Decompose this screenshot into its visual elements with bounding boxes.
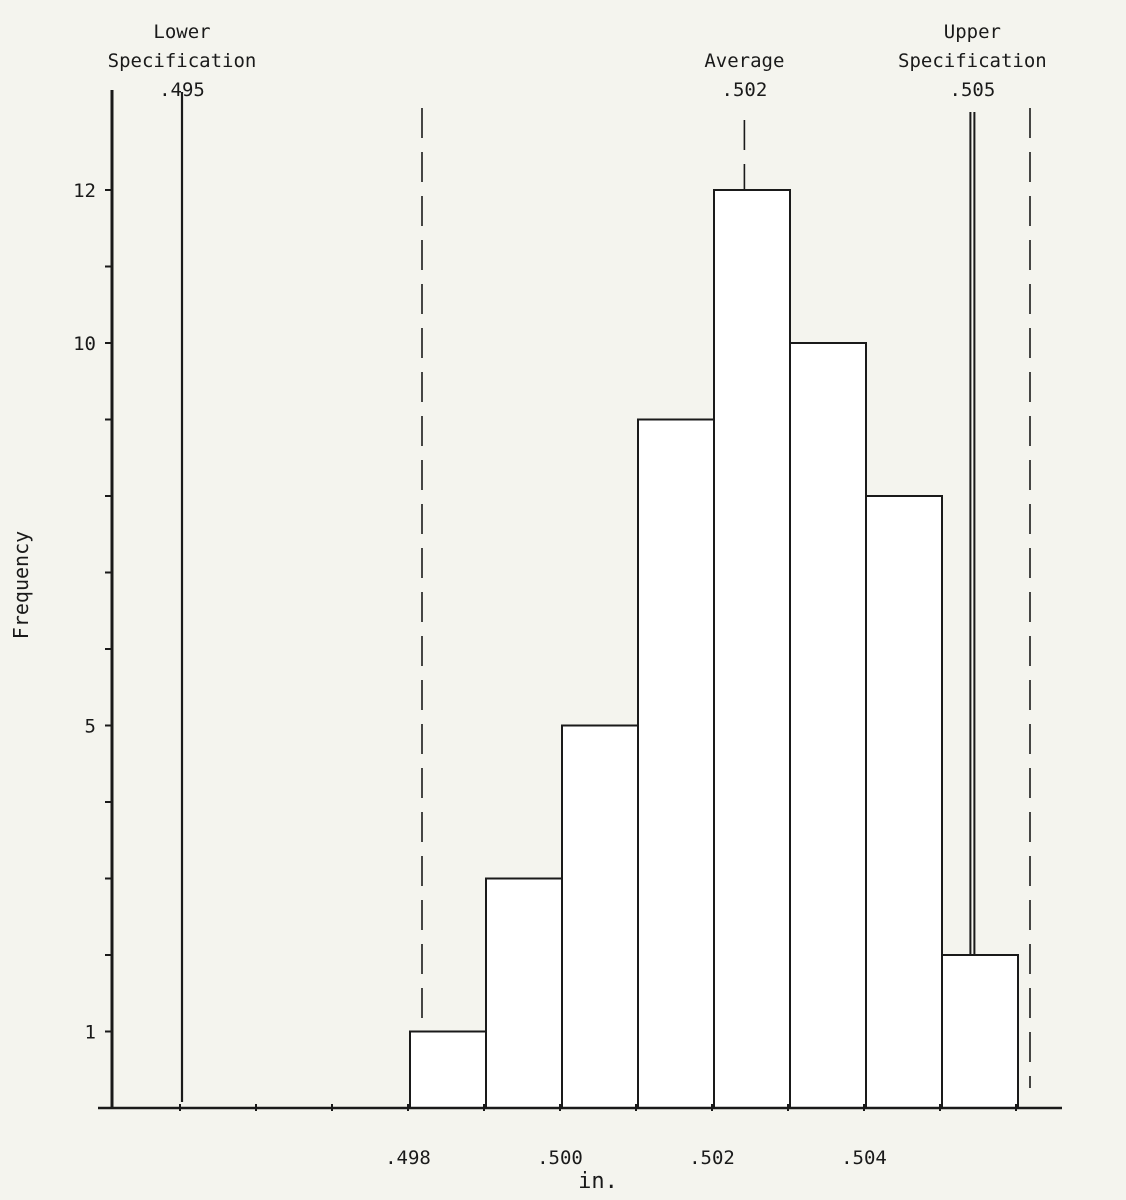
histogram-bar bbox=[713, 189, 791, 1109]
histogram-bar bbox=[561, 724, 639, 1109]
reference-line-label: Lower bbox=[153, 21, 210, 43]
reference-line-label: Average bbox=[704, 50, 784, 72]
x-tick-label: .504 bbox=[841, 1147, 887, 1169]
histogram-bar bbox=[941, 954, 1019, 1109]
histogram-bar bbox=[409, 1030, 487, 1109]
histogram-bars bbox=[409, 189, 1019, 1109]
x-tick-label: .502 bbox=[689, 1147, 735, 1169]
y-axis-label: Frequency bbox=[9, 531, 33, 639]
x-tick-label: .498 bbox=[385, 1147, 431, 1169]
reference-line-label: Specification bbox=[898, 50, 1047, 72]
x-tick-label: .500 bbox=[537, 1147, 583, 1169]
y-tick-label: 1 bbox=[85, 1022, 96, 1044]
axes: 1 5 10 12 .498 .500 .502 .504 bbox=[73, 90, 1062, 1169]
reference-line-label: .505 bbox=[950, 79, 996, 101]
histogram-bar bbox=[485, 877, 563, 1109]
histogram-bar bbox=[637, 418, 715, 1109]
reference-line-label: .495 bbox=[159, 79, 205, 101]
reference-labels: Lower Specification .495 Average .502 Upper Sp… bbox=[108, 21, 1047, 101]
reference-line-label: Specification bbox=[108, 50, 257, 72]
x-axis-label: in. bbox=[578, 1169, 618, 1194]
y-tick-label: 10 bbox=[73, 333, 96, 355]
reference-line-label: .502 bbox=[722, 79, 768, 101]
y-tick-label: 12 bbox=[73, 180, 96, 202]
histogram-bar bbox=[865, 495, 943, 1109]
reference-line-label: Upper bbox=[944, 21, 1001, 43]
y-tick-label: 5 bbox=[85, 716, 96, 738]
histogram-bar bbox=[789, 342, 867, 1109]
